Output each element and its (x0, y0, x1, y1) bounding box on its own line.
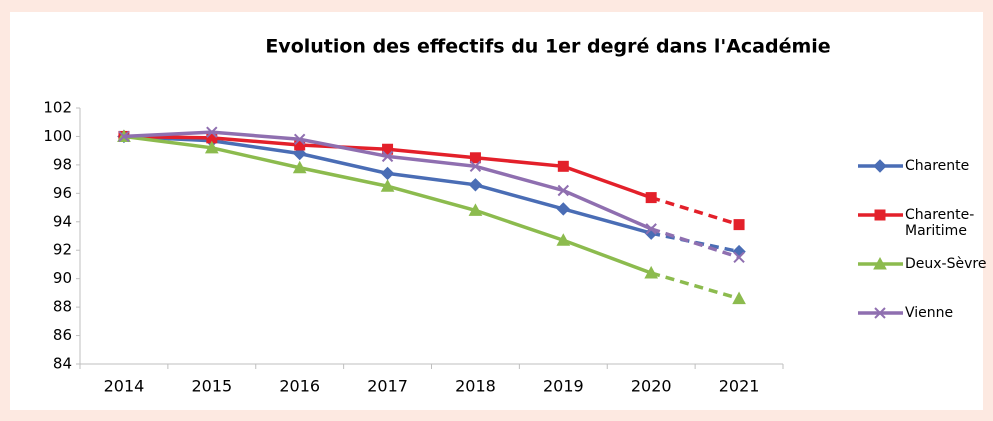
y-tick-label: 96 (53, 184, 72, 202)
series-line-dashed (650, 227, 740, 259)
marker (873, 159, 887, 173)
marker (873, 256, 887, 270)
marker (644, 265, 659, 279)
y-tick-label: 90 (53, 269, 72, 287)
marker (468, 178, 483, 192)
marker (468, 203, 483, 216)
y-tick-label: 100 (43, 127, 72, 145)
marker (206, 126, 218, 138)
marker (118, 130, 130, 143)
marker (292, 146, 307, 161)
marker (733, 251, 745, 264)
x-tick-label: 2020 (631, 377, 672, 396)
marker (382, 143, 394, 155)
y-tick-label: 84 (53, 355, 72, 373)
series-line-dashed (650, 271, 740, 301)
series-line-dashed (650, 195, 740, 227)
y-tick-label: 98 (53, 155, 72, 173)
marker (381, 150, 394, 163)
marker (293, 133, 306, 145)
y-tick-label: 92 (53, 241, 72, 259)
marker (556, 202, 571, 216)
chart-area (10, 12, 983, 410)
y-tick-label: 94 (53, 212, 72, 230)
legend-label: Charente (905, 158, 970, 174)
x-tick-label: 2019 (543, 377, 584, 396)
x-tick-label: 2021 (719, 377, 760, 396)
y-tick-label: 102 (43, 99, 72, 117)
legend-label: Deux-Sèvre (905, 256, 987, 272)
x-tick-label: 2017 (367, 377, 408, 396)
marker (380, 179, 395, 192)
marker (204, 140, 219, 154)
marker (557, 160, 569, 172)
marker (292, 160, 307, 174)
legend-label: Charente-Maritime (905, 207, 975, 239)
chart-title: Evolution des effectifs du 1er degré dan… (265, 36, 830, 58)
marker (733, 219, 745, 231)
y-tick-label: 86 (53, 326, 72, 344)
marker (645, 192, 657, 204)
marker (469, 152, 481, 164)
legend-label: Vienne (905, 305, 954, 321)
x-tick-label: 2016 (279, 377, 320, 396)
marker (556, 233, 571, 246)
x-tick-label: 2018 (455, 377, 496, 396)
marker (557, 184, 570, 197)
marker (732, 291, 746, 305)
marker (874, 209, 886, 221)
marker (874, 307, 886, 319)
marker (469, 160, 482, 173)
y-tick-label: 88 (53, 298, 72, 316)
x-tick-label: 2015 (191, 377, 232, 396)
x-tick-label: 2014 (104, 377, 145, 396)
marker (645, 223, 657, 235)
